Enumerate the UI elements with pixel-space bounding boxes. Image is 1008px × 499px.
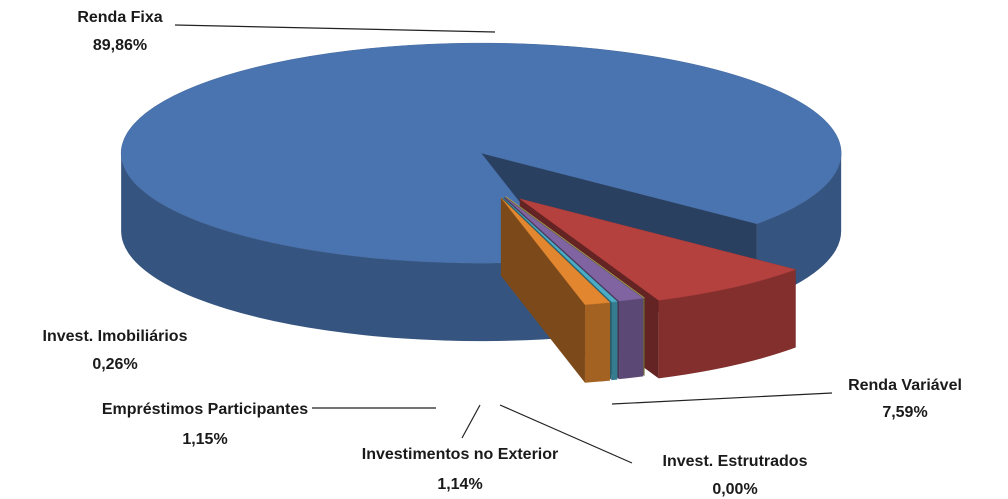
leader-line: [461, 404, 481, 439]
slice-top: [505, 196, 645, 299]
slice-label: Empréstimos Participantes: [102, 401, 308, 418]
slice-top: [500, 197, 611, 305]
slice-top: [502, 197, 618, 303]
pie: [120, 42, 842, 383]
slice-value-label: 0,26%: [92, 356, 137, 373]
slice-label: Renda Fixa: [77, 9, 162, 26]
slice-wall: [658, 269, 796, 379]
slice-label: Investimentos no Exterior: [362, 446, 559, 463]
slice-label: Renda Variável: [848, 377, 962, 394]
slice-wall: [619, 298, 644, 380]
slice-top: [120, 42, 842, 264]
slice-value-label: 1,15%: [182, 431, 227, 448]
slice-value-label: 0,00%: [712, 481, 757, 498]
slice-value-label: 1,14%: [437, 476, 482, 493]
pie-slice: [500, 197, 611, 383]
slice-value-label: 7,59%: [882, 404, 927, 421]
slice-wall: [121, 153, 566, 342]
leader-line: [174, 24, 496, 33]
slice-top: [519, 198, 797, 301]
slice-label: Invest. Imobiliários: [43, 328, 188, 345]
slice-label: Invest. Estrutrados: [663, 453, 808, 470]
leader-line: [499, 404, 633, 464]
leader-line: [611, 392, 833, 405]
slice-value-label: 89,86%: [93, 37, 147, 54]
slice-wall: [611, 301, 618, 381]
slice-wall: [584, 302, 611, 383]
slice-cut-face: [500, 197, 585, 383]
slice-top: [504, 196, 644, 302]
